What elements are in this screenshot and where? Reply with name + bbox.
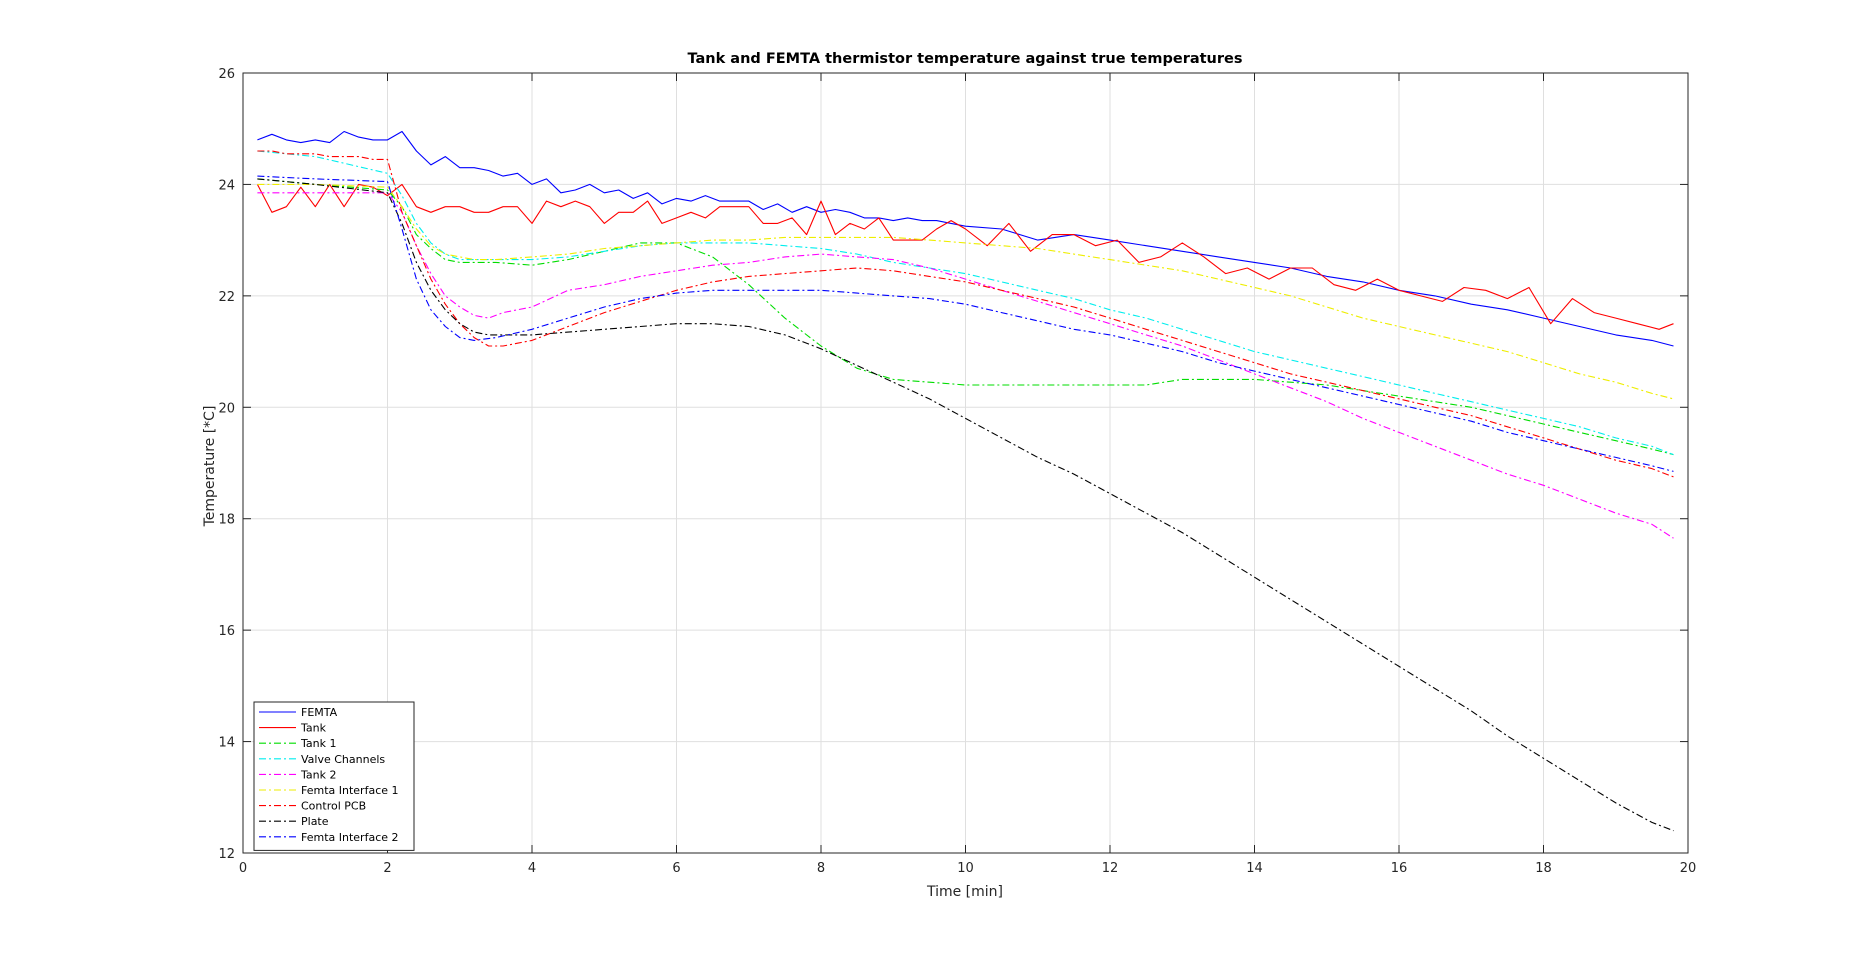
legend-label: FEMTA (301, 706, 338, 719)
y-tick-label: 22 (218, 290, 235, 305)
y-axis-label: Temperature [*C] (202, 406, 218, 528)
y-tick-label: 26 (218, 67, 235, 82)
legend-box (253, 701, 415, 851)
y-tick-label: 20 (218, 401, 235, 416)
x-tick-label: 20 (1680, 861, 1697, 876)
legend: FEMTA Tank Tank 1 Valve Channels Tank 2 Femta… (253, 701, 415, 851)
x-tick-label: 0 (239, 861, 247, 876)
x-tick-label: 10 (957, 861, 974, 876)
x-axis-label: Time [min] (926, 884, 1003, 900)
series-lines (256, 130, 1674, 832)
legend-label: Femta Interface 1 (301, 784, 399, 797)
legend-label: Plate (301, 815, 329, 828)
y-tick-label: 24 (218, 178, 235, 193)
y-tick-label: 16 (218, 624, 235, 639)
series-line-tank-2 (257, 192, 1674, 539)
x-tick-label: 14 (1246, 861, 1263, 876)
series-line-femta-interface-1 (257, 183, 1674, 400)
legend-label: Femta Interface 2 (301, 831, 399, 844)
y-tick-label: 12 (218, 847, 235, 862)
x-tick-label: 2 (383, 861, 391, 876)
legend-label: Control PCB (301, 800, 366, 813)
series-line-femta (257, 130, 1674, 347)
series-line-femta-interface-2 (257, 175, 1674, 472)
legend-label: Tank 1 (300, 737, 336, 750)
series-line-valve-channels (257, 150, 1674, 456)
legend-label: Tank (300, 722, 327, 735)
x-tick-label: 4 (528, 861, 536, 876)
series-line-control-pcb (257, 150, 1674, 478)
chart-title: Tank and FEMTA thermistor temperature ag… (687, 51, 1242, 67)
y-tick-label: 14 (218, 736, 235, 751)
x-tick-label: 16 (1391, 861, 1408, 876)
legend-label: Valve Channels (301, 753, 385, 766)
grid-lines (243, 73, 1688, 853)
x-tick-label: 6 (672, 861, 680, 876)
series-line-plate (257, 178, 1674, 832)
series-line-tank-1 (257, 178, 1674, 456)
x-tick-label: 8 (817, 861, 825, 876)
series-line-tank (256, 183, 1674, 330)
x-tick-label: 18 (1535, 861, 1552, 876)
x-tick-label: 12 (1102, 861, 1119, 876)
legend-label: Tank 2 (300, 768, 336, 781)
y-tick-label: 18 (218, 513, 235, 528)
